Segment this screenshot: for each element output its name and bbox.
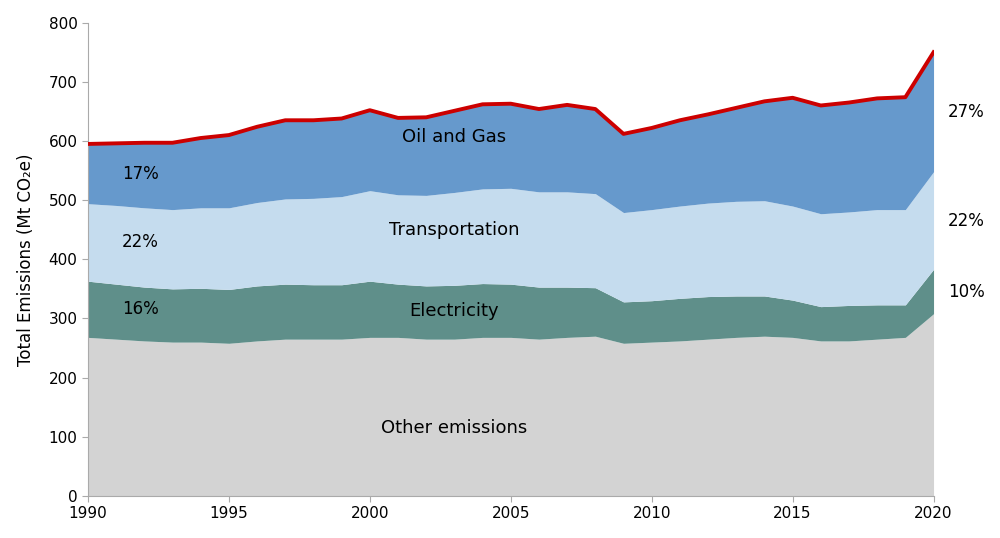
Text: 17%: 17% <box>122 165 159 183</box>
Text: Electricity: Electricity <box>410 302 499 320</box>
Text: 22%: 22% <box>122 233 159 251</box>
Text: 27%: 27% <box>948 103 984 121</box>
Text: 16%: 16% <box>122 300 159 318</box>
Text: 22%: 22% <box>948 211 985 230</box>
Text: 10%: 10% <box>948 282 984 301</box>
Text: Oil and Gas: Oil and Gas <box>402 128 506 146</box>
Text: Other emissions: Other emissions <box>381 420 528 437</box>
Y-axis label: Total Emissions (Mt CO₂e): Total Emissions (Mt CO₂e) <box>17 153 35 365</box>
Text: Transportation: Transportation <box>389 221 520 239</box>
